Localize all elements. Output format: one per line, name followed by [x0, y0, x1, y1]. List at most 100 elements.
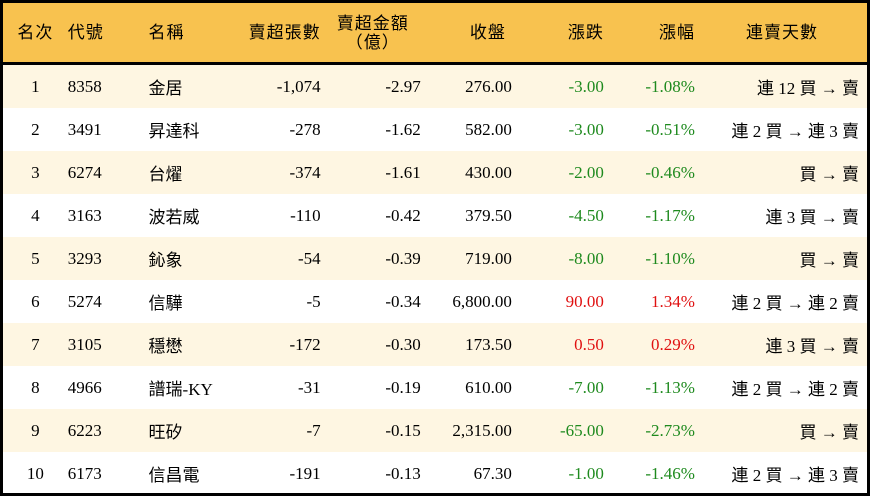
cell-code: 3491 [67, 119, 102, 139]
table-row: 7 3105 穩懋 -172 -0.30 173.50 0.50 0.29% 連 3 買 → 賣 [3, 323, 867, 366]
cell-streak: 連 3 買 → 賣 [696, 323, 867, 366]
cell-lots: -1,074 [229, 63, 323, 108]
cell-pct: 1.34% [651, 291, 695, 311]
cell-rank: 3 [3, 151, 68, 194]
cell-streak: 買 → 賣 [696, 237, 867, 280]
cell-pct: 0.29% [605, 323, 697, 366]
header-row: 名次 代號 名稱 賣超張數 賣超金額 （億） 收盤 漲跌 漲幅 連賣天數 [3, 3, 867, 65]
cell-amount: -0.19 [385, 377, 421, 397]
cell-rank: 8 [31, 377, 40, 397]
table-row: 4 3163 波若威 -110 -0.42 379.50 -4.50 -1.17% 連 3 買 … [3, 194, 867, 237]
cell-amount: -0.39 [322, 237, 423, 280]
cell-close: 719.00 [422, 237, 514, 280]
cell-name: 台燿 [138, 151, 230, 194]
cell-change: -4.50 [568, 205, 604, 225]
cell-streak: 買 → 賣 [696, 151, 867, 194]
cell-lots: -374 [229, 151, 323, 194]
cell-pct: -1.17% [645, 205, 695, 225]
cell-name: 信驊 [148, 294, 183, 313]
cell-change: -3.00 [568, 119, 604, 139]
column-header: 漲跌 [513, 3, 606, 65]
cell-code: 6223 [67, 409, 139, 452]
cell-amount: -1.61 [322, 151, 423, 194]
cell-change: 0.50 [513, 323, 606, 366]
cell-close: 173.50 [422, 323, 514, 366]
cell-close: 67.30 [473, 463, 512, 483]
cell-name: 譜瑞-KY [148, 380, 213, 399]
cell-code: 4966 [67, 377, 102, 397]
cell-pct: -1.46% [645, 463, 695, 483]
cell-code: 5274 [67, 291, 102, 311]
cell-lots: -110 [290, 205, 321, 225]
cell-rank: 5 [3, 237, 68, 280]
cell-streak: 連 2 買 → 連 2 賣 [731, 294, 860, 313]
cell-close: 276.00 [422, 63, 514, 108]
cell-pct: -2.73% [605, 409, 697, 452]
cell-amount: -2.97 [322, 63, 423, 108]
cell-name: 金居 [138, 63, 230, 108]
cell-name: 旺矽 [138, 409, 230, 452]
cell-lots: -172 [229, 323, 323, 366]
column-header: 漲幅 [605, 3, 697, 65]
table-row: 3 6274 台燿 -374 -1.61 430.00 -2.00 -0.46% 買 → 賣 [3, 151, 867, 194]
cell-pct: -1.13% [645, 377, 695, 397]
table-row: 1 8358 金居 -1,074 -2.97 276.00 -3.00 -1.08% 連 12 … [3, 63, 867, 108]
cell-close: 379.50 [465, 205, 512, 225]
cell-pct: -1.08% [605, 63, 697, 108]
cell-rank: 10 [26, 463, 44, 483]
column-header: 賣超張數 [229, 3, 323, 65]
cell-streak: 買 → 賣 [696, 409, 867, 452]
cell-amount: -0.13 [385, 463, 421, 483]
cell-name: 穩懋 [138, 323, 230, 366]
cell-change: -3.00 [513, 63, 606, 108]
column-header: 代號 [67, 3, 139, 65]
cell-code: 3105 [67, 323, 139, 366]
cell-pct: -0.46% [605, 151, 697, 194]
cell-change: -65.00 [513, 409, 606, 452]
cell-pct: -1.10% [605, 237, 697, 280]
cell-lots: -7 [229, 409, 323, 452]
cell-lots: -31 [297, 377, 321, 397]
column-header: 連賣天數 [696, 3, 867, 65]
cell-name: 鈊象 [138, 237, 230, 280]
column-header: 收盤 [422, 3, 514, 65]
cell-streak: 連 12 買 → 賣 [696, 63, 867, 108]
cell-change: -1.00 [568, 463, 604, 483]
cell-streak: 連 3 買 → 賣 [765, 208, 860, 227]
cell-rank: 2 [31, 119, 40, 139]
cell-lots: -191 [289, 463, 321, 483]
cell-rank: 6 [31, 291, 40, 311]
column-header: 名稱 [138, 3, 230, 65]
cell-lots: -54 [229, 237, 323, 280]
table-row: 9 6223 旺矽 -7 -0.15 2,315.00 -65.00 -2.73% 買 → 賣 [3, 409, 867, 452]
cell-amount: -0.42 [385, 205, 421, 225]
cell-close: 582.00 [465, 119, 512, 139]
table-row: 5 3293 鈊象 -54 -0.39 719.00 -8.00 -1.10% 買 → 賣 [3, 237, 867, 280]
cell-name: 波若威 [148, 208, 200, 227]
cell-close: 2,315.00 [422, 409, 514, 452]
cell-rank: 7 [3, 323, 68, 366]
column-header: 賣超金額 （億） [322, 3, 423, 65]
cell-code: 6274 [67, 151, 139, 194]
cell-code: 3163 [67, 205, 102, 225]
table-row: 8 4966 譜瑞-KY -31 -0.19 610.00 -7.00 -1.13% 連 2 買… [3, 366, 867, 409]
cell-streak: 連 2 買 → 連 3 賣 [731, 466, 860, 485]
cell-change: -7.00 [568, 377, 604, 397]
column-header: 名次 [3, 3, 68, 65]
cell-pct: -0.51% [645, 119, 695, 139]
cell-amount: -1.62 [385, 119, 421, 139]
cell-code: 6173 [67, 463, 102, 483]
cell-change: -8.00 [513, 237, 606, 280]
cell-amount: -0.34 [385, 291, 421, 311]
table-row: 6 5274 信驊 -5 -0.34 6,800.00 90.00 1.34% 連 2 買 → … [3, 280, 867, 323]
cell-close: 610.00 [465, 377, 512, 397]
cell-amount: -0.30 [322, 323, 423, 366]
cell-rank: 4 [31, 205, 40, 225]
cell-name: 信昌電 [148, 466, 200, 485]
cell-change: 90.00 [565, 291, 604, 311]
cell-change: -2.00 [513, 151, 606, 194]
table-row: 10 6173 信昌電 -191 -0.13 67.30 -1.00 -1.46% 連 2 買 … [3, 452, 867, 495]
cell-name: 昇達科 [148, 122, 200, 141]
cell-streak: 連 2 買 → 連 2 賣 [731, 380, 860, 399]
